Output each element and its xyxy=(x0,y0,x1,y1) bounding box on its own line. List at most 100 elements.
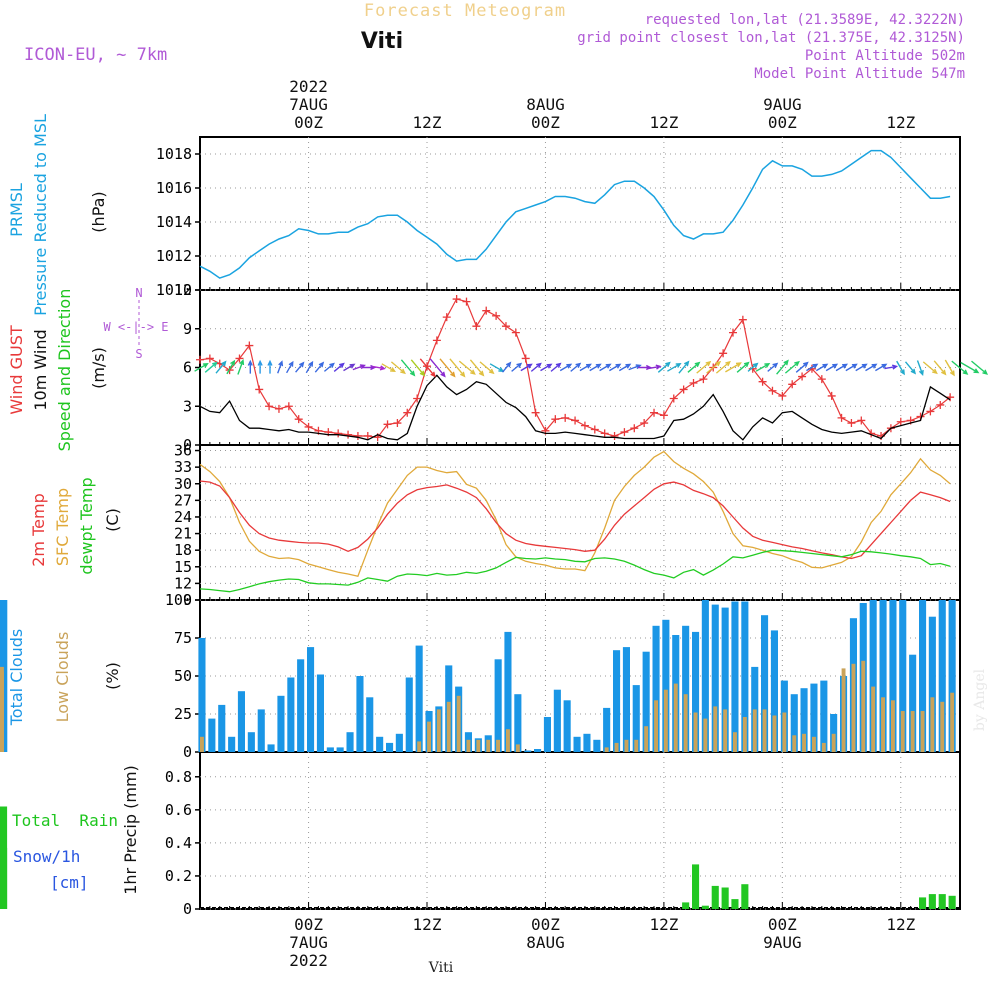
ytick-label-temperature: 18 xyxy=(174,541,192,559)
wind-direction-arrow xyxy=(951,360,969,375)
wind-direction-arrow xyxy=(865,363,878,372)
wind-gust-marker xyxy=(659,411,668,420)
rain-bar xyxy=(721,887,729,909)
total-cloud-bar xyxy=(682,625,690,752)
time-label-bottom: 2022 xyxy=(289,951,328,970)
wind-direction-arrow xyxy=(845,363,858,372)
total-cloud-bar xyxy=(534,749,542,752)
ytick-label-temperature: 30 xyxy=(174,475,192,493)
ytick-label-temperature: 12 xyxy=(174,574,192,592)
total-cloud-bar xyxy=(504,631,512,752)
ytick-label-clouds: 100 xyxy=(165,591,192,609)
wind-gust-marker xyxy=(492,311,501,320)
time-label-top: 00Z xyxy=(294,113,323,132)
total-cloud-bar xyxy=(573,736,581,752)
total-cloud-bar xyxy=(356,676,364,752)
ytick-label-wind: 6 xyxy=(183,359,192,377)
label-pressure-desc: Pressure Reduced to MSL xyxy=(31,114,50,316)
wind-direction-arrow xyxy=(540,363,553,372)
time-label-bottom: 00Z xyxy=(768,915,797,934)
time-label-top: 2022 xyxy=(289,77,328,96)
total-cloud-bar xyxy=(662,619,670,752)
ytick-label-wind: 12 xyxy=(174,281,192,299)
wind-gust-marker xyxy=(946,393,955,402)
low-cloud-bar xyxy=(496,739,500,752)
wind-gust-marker xyxy=(847,419,856,428)
total-cloud-bar xyxy=(524,750,532,752)
time-label-bottom: 7AUG xyxy=(289,933,328,952)
total-cloud-bar xyxy=(316,674,324,752)
wind-gust-marker xyxy=(501,322,510,331)
time-label-bottom: 8AUG xyxy=(526,933,565,952)
chart-title: Forecast Meteogram xyxy=(364,1,566,21)
total-cloud-bar xyxy=(218,704,226,752)
wind-direction-arrow xyxy=(194,363,209,372)
total-cloud-bar xyxy=(228,736,236,752)
wind-direction-arrow xyxy=(381,363,396,372)
rain-bar xyxy=(928,894,936,909)
wind-gust-marker xyxy=(580,421,589,430)
panel-frame-pressure xyxy=(199,136,961,291)
wind-direction-arrow xyxy=(204,361,218,373)
wind-gust-marker xyxy=(403,408,412,417)
wind-direction-arrow xyxy=(285,360,294,374)
wind-direction-arrow xyxy=(678,360,690,374)
rain-bar xyxy=(692,864,700,909)
wind-direction-arrow xyxy=(333,362,345,372)
time-label-top: 00Z xyxy=(768,113,797,132)
low-cloud-bar xyxy=(654,700,658,752)
low-cloud-bar xyxy=(772,715,777,752)
point-altitude: Point Altitude 502m xyxy=(805,48,965,64)
wind-direction-arrow xyxy=(305,360,314,374)
total-cloud-bar xyxy=(297,659,305,752)
rain-bar xyxy=(948,895,956,909)
wind-direction-arrow xyxy=(776,359,789,375)
low-cloud-bar xyxy=(891,700,895,752)
wind-gust-marker xyxy=(413,394,422,403)
wind-gust-marker xyxy=(728,328,737,337)
low-cloud-bar xyxy=(881,697,885,752)
total-cloud-bar xyxy=(919,600,927,752)
wind-speed-line xyxy=(199,374,951,441)
total-cloud-bar xyxy=(830,714,838,752)
label-wind-gust: Wind GUST xyxy=(7,325,26,415)
wind-direction-arrow xyxy=(599,363,612,372)
wind-gust-marker xyxy=(294,415,303,424)
ytick-label-temperature: 33 xyxy=(174,458,192,476)
ytick-label-temperature: 15 xyxy=(174,558,192,576)
wind-direction-arrow xyxy=(372,365,386,371)
wind-gust-marker xyxy=(304,422,313,431)
low-cloud-bar xyxy=(920,711,925,752)
total-cloud-bar xyxy=(405,677,413,752)
compass-west-east: W <-|-> E xyxy=(103,320,168,334)
wind-direction-arrow xyxy=(314,361,325,373)
wind-direction-arrow xyxy=(439,358,456,378)
wind-gust-marker xyxy=(600,429,609,438)
label-speed-direction: Speed and Direction xyxy=(55,289,74,452)
total-cloud-bar xyxy=(257,709,265,752)
total-cloud-bar xyxy=(267,744,275,752)
low-cloud-bar xyxy=(614,742,619,752)
low-cloud-bar xyxy=(713,706,718,752)
low-cloud-bar xyxy=(812,736,816,752)
time-label-top: 9AUG xyxy=(763,95,802,114)
wind-gust-marker xyxy=(245,341,254,350)
rain-bar xyxy=(682,902,690,909)
wind-gust-marker xyxy=(393,419,402,428)
wind-gust-marker xyxy=(768,386,777,395)
wind-direction-arrow xyxy=(884,364,899,370)
wind-gust-marker xyxy=(719,349,728,358)
wind-direction-arrow xyxy=(855,363,868,372)
low-cloud-bar xyxy=(663,689,668,752)
ytick-label-temperature: 9 xyxy=(183,591,192,609)
low-cloud-bar xyxy=(634,739,639,752)
total-cloud-bar xyxy=(948,600,956,752)
wind-gust-marker xyxy=(936,400,945,409)
wind-direction-arrow xyxy=(896,360,905,376)
wind-direction-arrow xyxy=(479,361,495,375)
wind-gust-marker xyxy=(679,385,688,394)
wind-direction-arrow xyxy=(628,364,642,371)
total-cloud-bar xyxy=(247,732,255,752)
total-cloud-bar xyxy=(336,747,344,752)
ytick-label-wind: 3 xyxy=(183,397,192,415)
